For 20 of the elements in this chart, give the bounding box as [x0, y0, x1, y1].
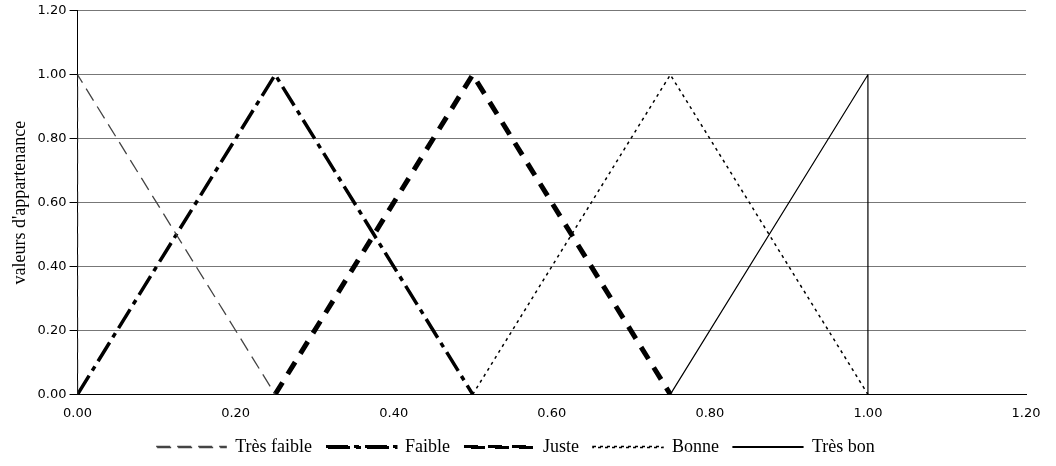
- legend-label: Juste: [542, 435, 579, 456]
- x-tick-label: 0.60: [537, 404, 567, 420]
- y-tick-label: 1.20: [37, 2, 67, 18]
- y-tick-label: 0.20: [37, 321, 67, 337]
- x-tick-label: 0.00: [63, 404, 93, 420]
- x-tick-label: 0.20: [221, 404, 251, 420]
- y-axis-title: valeurs d'appartenance: [8, 120, 29, 285]
- y-tick-label: 0.60: [37, 193, 67, 209]
- y-tick-label: 1.00: [37, 66, 67, 82]
- y-tick-label: 0.00: [37, 385, 67, 401]
- legend-label: Bonne: [671, 435, 719, 456]
- legend-label: Très bon: [811, 435, 875, 456]
- y-tick-label: 0.80: [37, 130, 67, 146]
- legend-label: Faible: [404, 435, 450, 456]
- x-tick-label: 0.80: [695, 404, 725, 420]
- x-tick-label: 0.40: [379, 404, 409, 420]
- x-tick-label: 1.00: [853, 404, 883, 420]
- y-tick-label: 0.40: [37, 257, 67, 273]
- legend-label: Très faible: [235, 435, 312, 456]
- x-tick-label: 1.20: [1011, 404, 1041, 420]
